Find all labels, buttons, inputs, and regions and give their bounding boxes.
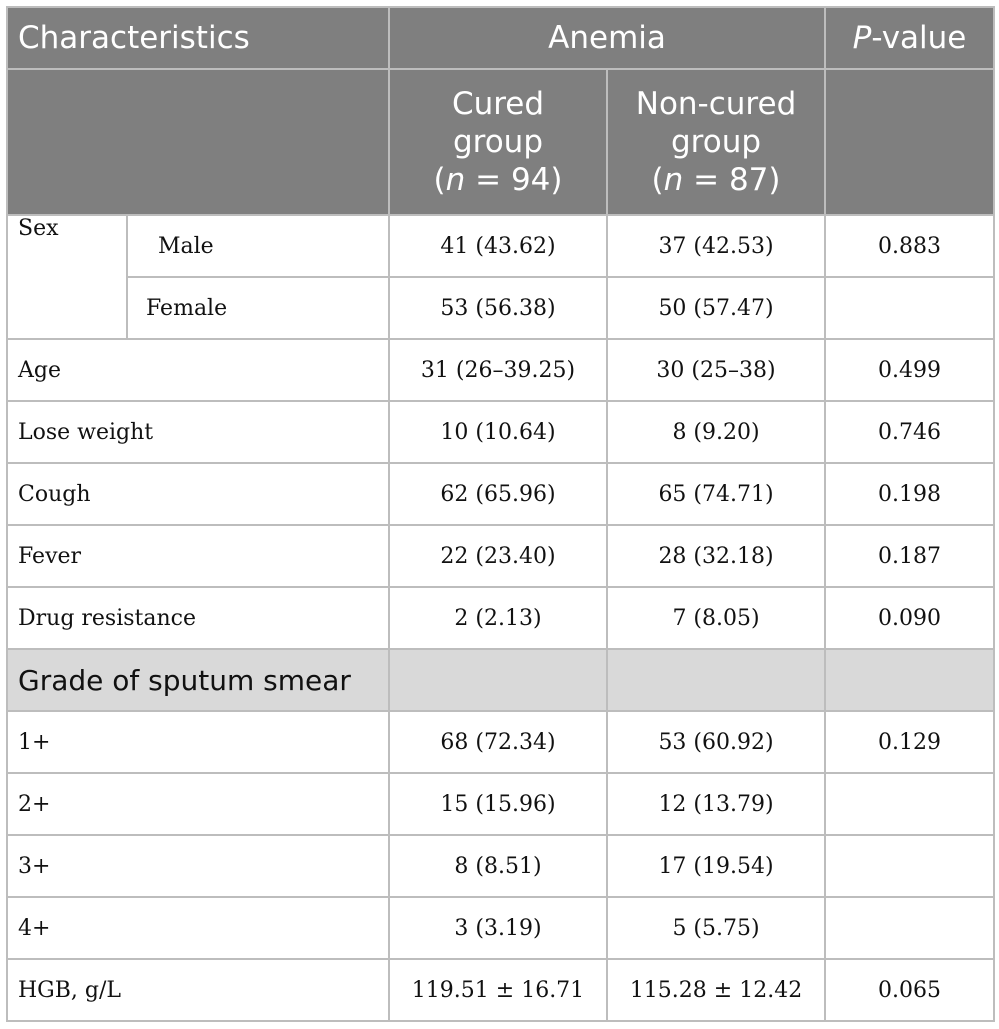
row-label-fever: Fever [6,524,390,588]
cell-cured: 3 (3.19) [388,896,608,960]
header-blank [6,68,390,216]
cell-noncured: 7 (8.05) [605,586,827,650]
table-row-lose-weight: Lose weight 10 (10.64) 8 (9.20) 0.746 [6,400,996,464]
cell-noncured: 30 (25–38) [605,338,827,402]
cell-p: 0.065 [824,958,996,1022]
row-label-male: Male [126,214,390,278]
row-label-drug-resistance: Drug resistance [6,586,390,650]
row-label-grade-3: 3+ [6,834,390,898]
cell-cured: 22 (23.40) [388,524,608,588]
cell-noncured: 12 (13.79) [605,772,827,836]
table-row-grade-1: 1+ 68 (72.34) 53 (60.92) 0.129 [6,710,996,774]
row-label-grade-1: 1+ [6,710,390,774]
section-label-sputum: Grade of sputum smear [6,648,390,712]
cell-cured: 31 (26–39.25) [388,338,608,402]
cell-cured: 62 (65.96) [388,462,608,526]
cell-noncured: 5 (5.75) [605,896,827,960]
table-row-sex-female: Female 53 (56.38) 50 (57.47) [7,276,996,340]
cell-p: 0.883 [824,214,996,278]
table-row-hgb: HGB, g/L 119.51 ± 16.71 115.28 ± 12.42 0… [6,958,996,1022]
row-label-grade-2: 2+ [6,772,390,836]
cell-p [824,276,996,340]
cell-noncured: 115.28 ± 12.42 [605,958,827,1022]
cell-noncured: 65 (74.71) [605,462,827,526]
data-table: Characteristics Anemia P-value Cured gro… [6,6,996,1022]
cell-cured: 68 (72.34) [388,710,608,774]
header-p-value: P-value [824,6,996,70]
header-p-blank [824,68,996,216]
cured-line2: group [452,124,544,160]
table-row-drug-resistance: Drug resistance 2 (2.13) 7 (8.05) 0.090 [6,586,996,650]
header-characteristics: Characteristics [6,6,390,70]
section-blank-noncured [605,648,827,712]
cell-cured: 41 (43.62) [388,214,608,278]
cell-p: 0.198 [824,462,996,526]
cell-noncured: 53 (60.92) [605,710,827,774]
row-label-age: Age [6,338,390,402]
table-row-cough: Cough 62 (65.96) 65 (74.71) 0.198 [6,462,996,526]
cell-cured: 8 (8.51) [388,834,608,898]
row-label-lose-weight: Lose weight [6,400,390,464]
header-row-1: Characteristics Anemia P-value [6,6,996,70]
cell-noncured: 17 (19.54) [605,834,827,898]
row-label-cough: Cough [6,462,390,526]
header-anemia: Anemia [387,6,827,70]
cell-cured: 53 (56.38) [388,276,608,340]
p-rest: -value [871,20,967,56]
table-row-grade-3: 3+ 8 (8.51) 17 (19.54) [6,834,996,898]
row-label-hgb: HGB, g/L [6,958,390,1022]
cell-p: 0.499 [824,338,996,402]
cell-noncured: 37 (42.53) [605,214,827,278]
cell-noncured: 28 (32.18) [605,524,827,588]
cell-cured: 119.51 ± 16.71 [388,958,608,1022]
section-blank-p [824,648,996,712]
row-label-female: Female [126,276,390,340]
cell-noncured: 50 (57.47) [605,276,827,340]
table-row-grade-4: 4+ 3 (3.19) 5 (5.75) [6,896,996,960]
header-row-2: Cured group (n = 94) Non-cured group (n … [6,68,996,216]
noncured-line2: group [670,124,762,160]
header-cured-group: Cured group (n = 94) [388,68,608,216]
cell-p [824,772,996,836]
table-row-age: Age 31 (26–39.25) 30 (25–38) 0.499 [6,338,996,402]
noncured-line1: Non-cured [635,86,797,122]
cell-p: 0.746 [824,400,996,464]
row-label-grade-4: 4+ [6,896,390,960]
cell-noncured: 8 (9.20) [605,400,827,464]
cell-cured: 10 (10.64) [388,400,608,464]
cell-cured: 2 (2.13) [388,586,608,650]
section-blank-cured [388,648,608,712]
cell-p [824,834,996,898]
cell-cured: 15 (15.96) [388,772,608,836]
cured-line3: (n = 94) [433,162,563,198]
p-italic: P [852,20,872,56]
cell-p [824,896,996,960]
table-row-grade-2: 2+ 15 (15.96) 12 (13.79) [6,772,996,836]
cell-p: 0.187 [824,524,996,588]
table-row-fever: Fever 22 (23.40) 28 (32.18) 0.187 [6,524,996,588]
cell-p: 0.129 [824,710,996,774]
header-noncured-group: Non-cured group (n = 87) [605,68,827,216]
section-row-sputum: Grade of sputum smear [6,648,996,712]
noncured-line3: (n = 87) [651,162,781,198]
cell-p: 0.090 [824,586,996,650]
row-label-sex: Sex [6,214,128,340]
table-row-sex-male: Sex Male 41 (43.62) 37 (42.53) 0.883 [6,214,996,340]
cured-line1: Cured [451,86,545,122]
